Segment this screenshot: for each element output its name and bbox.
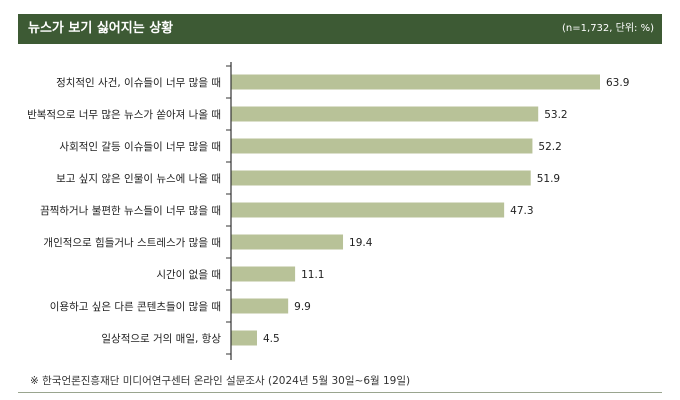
value-label: 11.1 <box>301 269 324 281</box>
bar <box>231 138 533 154</box>
category-label: 일상적으로 거의 매일, 항상 <box>101 332 221 345</box>
bar <box>231 298 289 314</box>
value-label: 52.2 <box>538 141 561 153</box>
value-label: 53.2 <box>544 109 567 121</box>
value-label: 19.4 <box>349 237 373 249</box>
value-label: 4.5 <box>263 333 280 345</box>
bar <box>231 234 344 250</box>
category-label: 개인적으로 힘들거나 스트레스가 많을 때 <box>43 237 221 249</box>
bar <box>231 266 296 282</box>
chart-header: 뉴스가 보기 싫어지는 상황 (n=1,732, 단위: %) <box>18 14 662 44</box>
value-label: 51.9 <box>537 173 560 185</box>
category-label: 이용하고 싶은 다른 콘텐츠들이 많을 때 <box>50 300 221 313</box>
source-footnote: ※ 한국언론진흥재단 미디어연구센터 온라인 설문조사 (2024년 5월 30… <box>30 375 411 387</box>
category-label: 정치적인 사건, 이슈들이 너무 많을 때 <box>56 77 221 89</box>
chart-title: 뉴스가 보기 싫어지는 상황 <box>28 21 174 36</box>
value-label: 9.9 <box>294 301 311 313</box>
value-label: 63.9 <box>606 77 629 89</box>
bar <box>231 106 539 122</box>
category-label: 보고 싶지 않은 인물이 뉴스에 나올 때 <box>56 173 221 185</box>
bar <box>231 170 531 186</box>
category-label: 끔찍하거나 불편한 뉴스들이 너무 많을 때 <box>40 204 221 217</box>
category-label: 시간이 없을 때 <box>156 268 221 281</box>
bottom-rule <box>18 392 662 393</box>
value-label: 47.3 <box>510 205 533 217</box>
bar <box>231 202 505 218</box>
category-label: 사회적인 갈등 이슈들이 너무 많을 때 <box>59 140 221 153</box>
bar <box>231 330 257 346</box>
sample-unit-note: (n=1,732, 단위: %) <box>562 23 654 34</box>
bar <box>231 74 600 90</box>
category-label: 반복적으로 너무 많은 뉴스가 쏟아져 나올 때 <box>27 109 221 121</box>
